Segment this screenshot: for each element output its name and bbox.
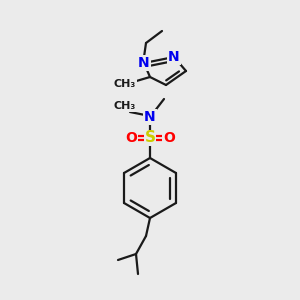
Text: CH₃: CH₃: [114, 101, 136, 111]
Text: N: N: [168, 50, 180, 64]
Text: N: N: [138, 56, 150, 70]
Text: O: O: [163, 131, 175, 145]
Text: N: N: [144, 110, 156, 124]
Text: S: S: [145, 130, 155, 146]
Text: CH₃: CH₃: [114, 79, 136, 89]
Text: O: O: [125, 131, 137, 145]
